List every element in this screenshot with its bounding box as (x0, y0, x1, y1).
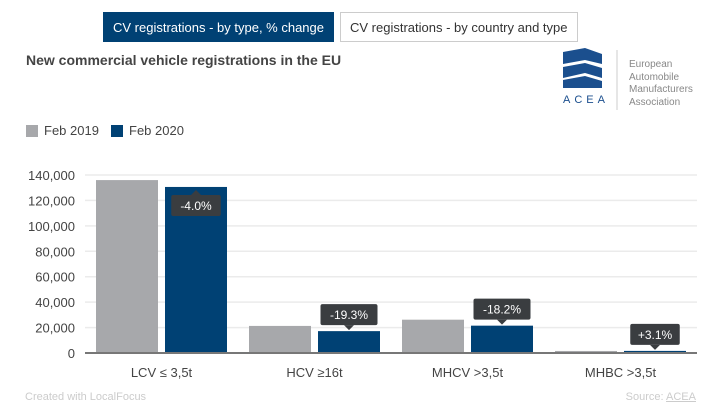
created-with: Created with LocalFocus (25, 391, 147, 403)
logo-line: Association (629, 96, 681, 108)
annotation-pointer (191, 189, 201, 195)
annotation-label: -4.0% (180, 199, 212, 213)
y-tick-label: 0 (68, 346, 75, 361)
acea-logo (563, 48, 618, 110)
y-tick-label: 80,000 (35, 244, 75, 259)
bar-feb-2020 (624, 350, 686, 353)
logo-line: European (629, 59, 673, 70)
y-tick-label: 20,000 (35, 321, 75, 336)
source: Source: ACEA (626, 391, 696, 403)
source-label: Source: (625, 391, 664, 403)
y-tick-label: 120,000 (28, 193, 75, 208)
annotation-label: -18.2% (483, 303, 521, 317)
source-link[interactable]: ACEA (666, 391, 696, 403)
bar-feb-2019 (96, 180, 158, 353)
bar-feb-2019 (555, 350, 617, 353)
x-tick-label: LCV ≤ 3,5t (131, 365, 193, 380)
annotation-pointer (650, 344, 660, 350)
chart-title: New commercial vehicle registrations in … (26, 52, 342, 68)
legend-swatch (26, 124, 38, 137)
y-tick-label: 140,000 (28, 168, 75, 183)
bar-feb-2019 (402, 319, 464, 353)
y-tick-label: 100,000 (28, 219, 75, 234)
tab-by-country[interactable]: CV registrations - by country and type (340, 12, 578, 42)
logo-line: Manufacturers (629, 84, 693, 95)
annotation-pointer (497, 319, 507, 325)
annotation-box (473, 298, 531, 320)
bar-feb-2019 (249, 325, 311, 353)
x-tick-label: MHCV >3,5t (432, 365, 504, 380)
annotation-pointer (344, 325, 354, 331)
legend-swatch (111, 124, 123, 137)
annotation-label: +3.1% (638, 328, 673, 342)
logo-acronym: ACEA (563, 94, 609, 106)
bar-feb-2020 (471, 325, 533, 353)
y-tick-label: 40,000 (35, 295, 75, 310)
legend-item-feb-2020[interactable]: Feb 2020 (111, 123, 184, 138)
annotation-box (320, 304, 378, 326)
annotation-box (630, 323, 680, 345)
bar-feb-2020 (318, 331, 380, 353)
y-tick-label: 60,000 (35, 270, 75, 285)
tab-by-type[interactable]: CV registrations - by type, % change (103, 12, 334, 42)
x-tick-label: MHBC >3,5t (585, 365, 657, 380)
tab-bar: CV registrations - by type, % change CV … (103, 12, 578, 42)
x-tick-label: HCV ≥16t (286, 365, 343, 380)
annotation-box (171, 194, 221, 216)
annotation-label: -19.3% (330, 308, 368, 322)
logo-line: Automobile (629, 71, 680, 83)
legend-item-feb-2019[interactable]: Feb 2019 (26, 123, 99, 138)
logo-text: European Automobile Manufacturers Associ… (629, 59, 693, 109)
legend-label: Feb 2019 (44, 123, 99, 138)
legend-label: Feb 2020 (129, 123, 184, 138)
